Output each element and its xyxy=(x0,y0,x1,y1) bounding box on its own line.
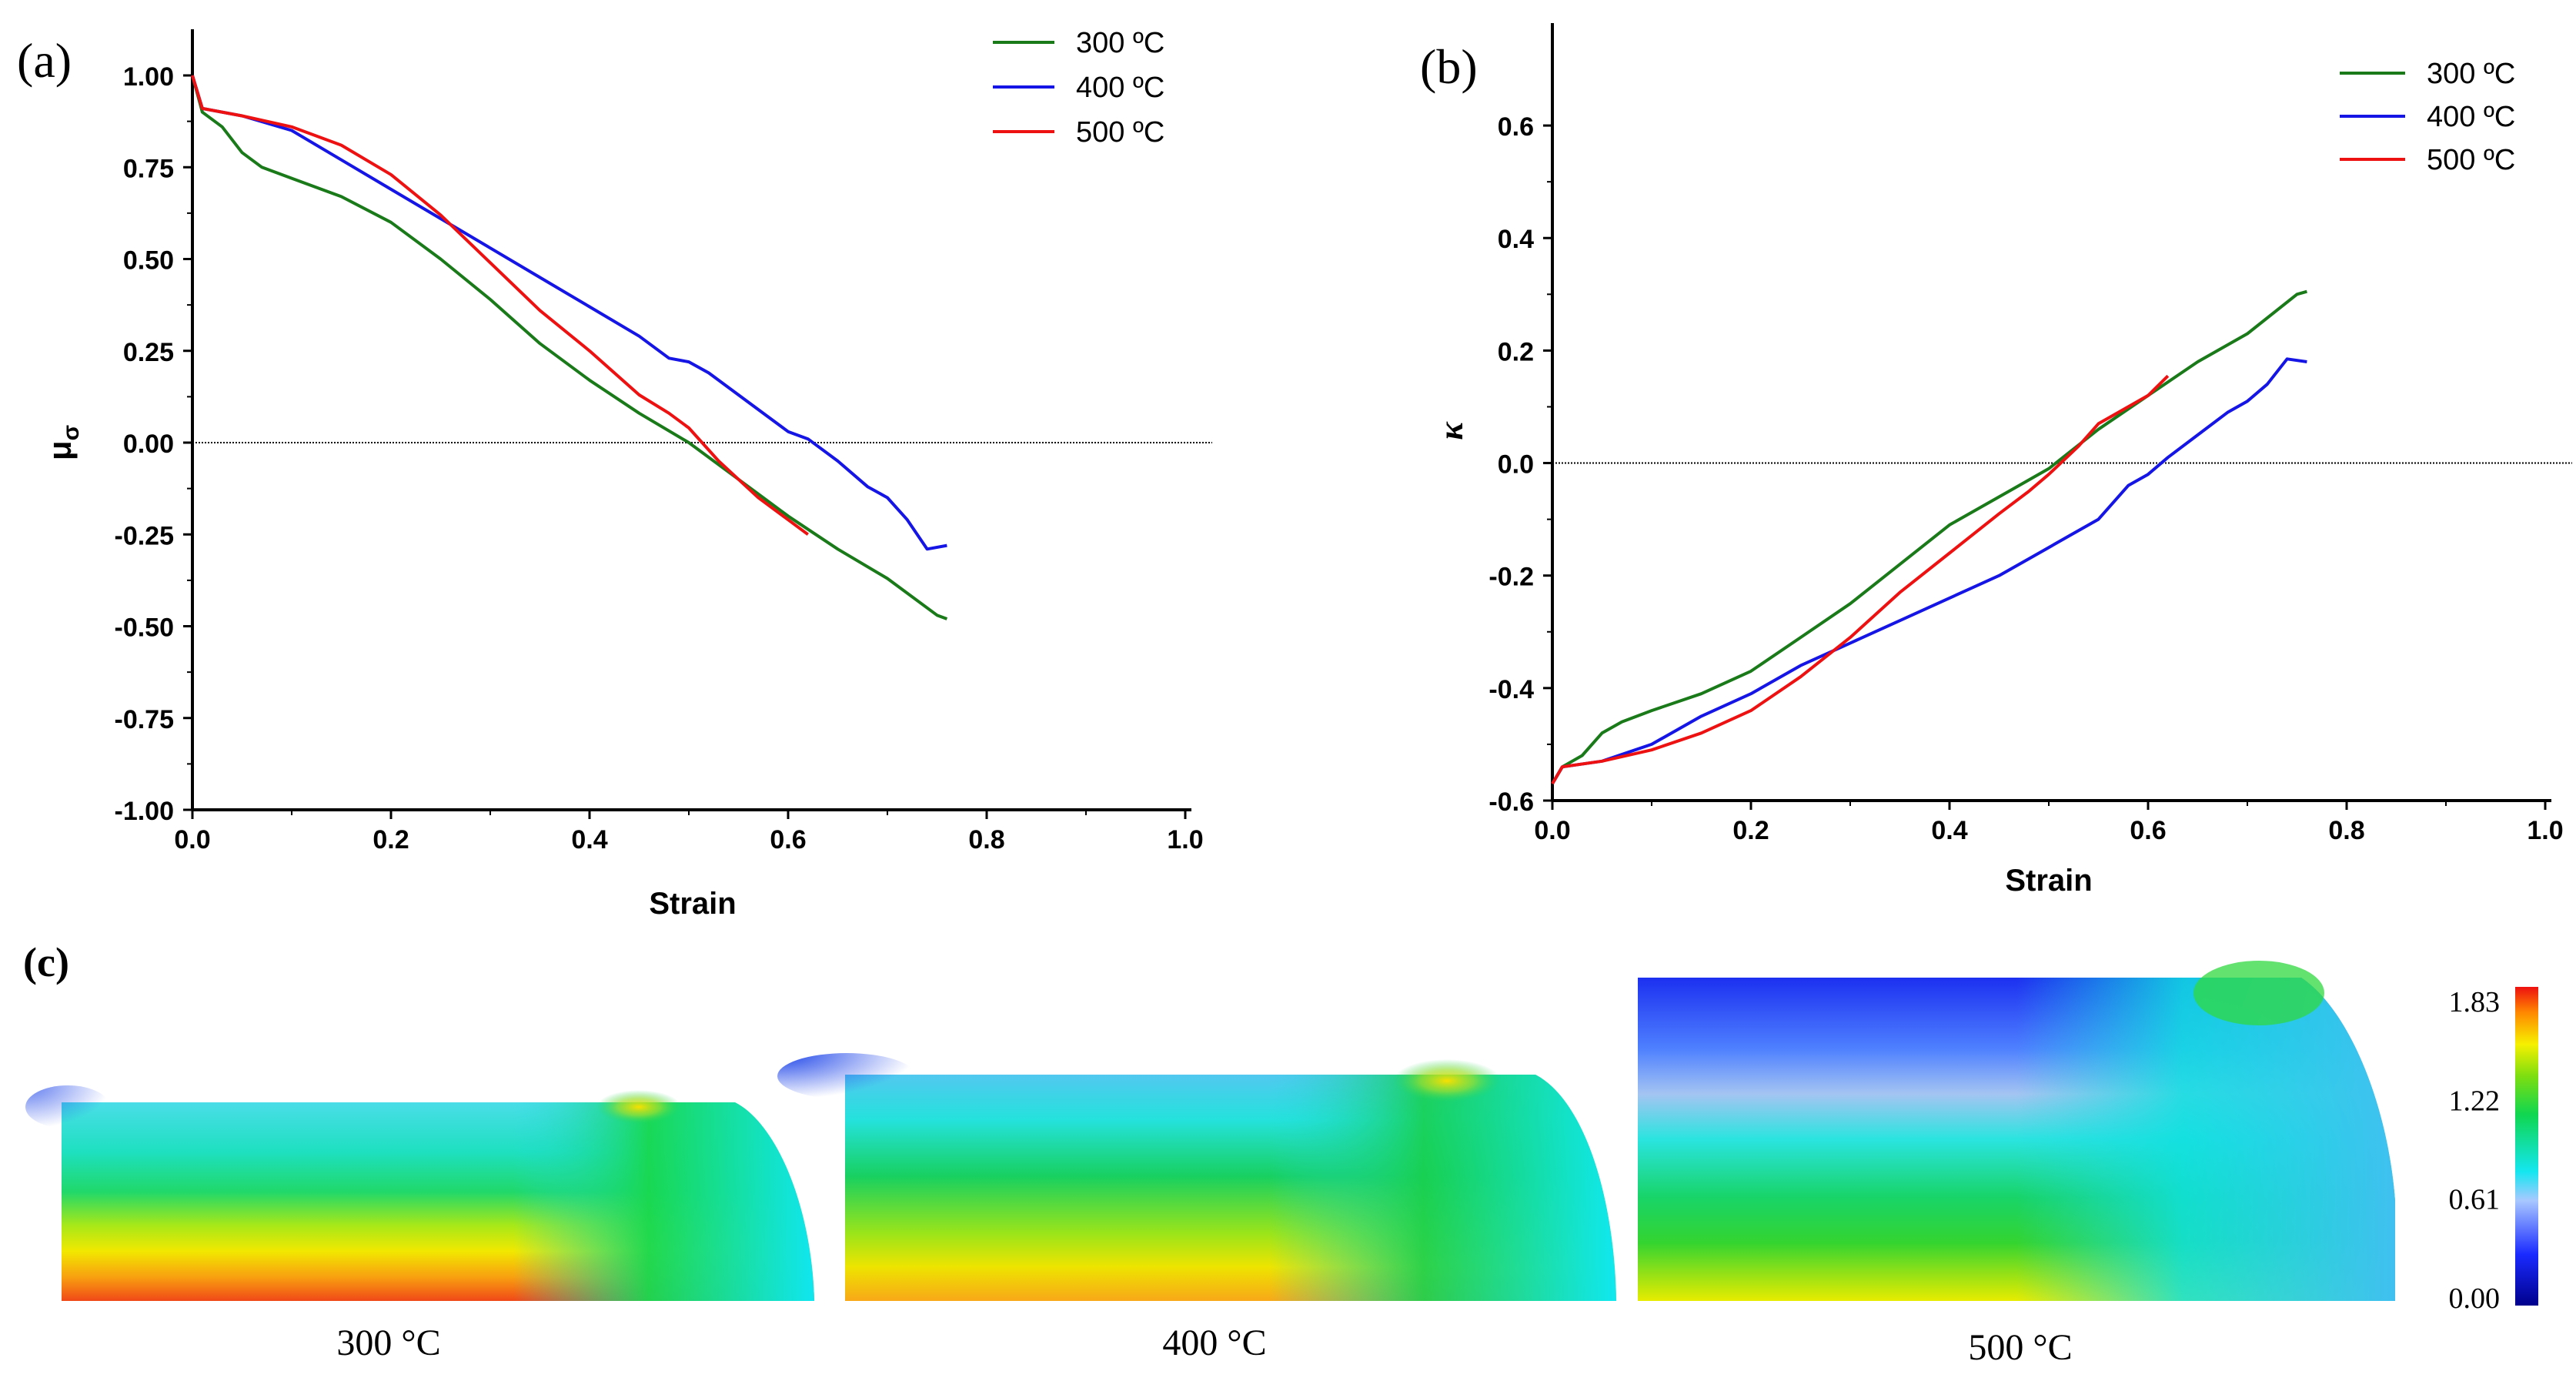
chart-b-series-400 xyxy=(1551,357,2307,785)
chart-b-y-axis-label: κ xyxy=(1432,421,1470,440)
chart-b-y-tick-label: 0.2 xyxy=(1498,337,1534,366)
chart-a-legend-label-400: 400 ºC xyxy=(1076,72,1164,104)
colorbar-labels: 1.83 1.22 0.61 0.00 xyxy=(2449,986,2501,1315)
chart-a-x-axis-label: Strain xyxy=(649,887,736,921)
chart-b-y-tick-label: -0.4 xyxy=(1488,675,1534,704)
chart-a-x-tick-label: 0.2 xyxy=(373,825,409,854)
chart-a-x-tick-label: 1.0 xyxy=(1167,825,1203,854)
chart-b-x-tick-labels: 0.0 0.2 0.4 0.6 0.8 1.0 xyxy=(1534,816,2563,845)
chart-b-x-tick-label: 0.0 xyxy=(1534,816,1570,845)
colorbar-gradient xyxy=(2515,987,2538,1306)
chart-b-x-tick-label: 0.8 xyxy=(2328,816,2364,845)
chart-a-series-500 xyxy=(191,75,809,536)
chart-c: (c) 300 °C 400 °C 500 °C 1.83 1.22 xyxy=(23,939,2538,1368)
panel-label-b: (b) xyxy=(1420,39,1478,94)
colorbar-tick-label: 0.00 xyxy=(2449,1282,2501,1315)
chart-b-series xyxy=(1551,289,2307,785)
chart-a-y-tick-label: 1.00 xyxy=(123,62,174,92)
chart-a-y-tick-labels: 1.00 0.75 0.50 0.25 0.00 -0.25 -0.50 -0.75 -1.00 xyxy=(115,62,175,826)
chart-b-series-500 xyxy=(1551,374,2170,785)
contour-400-label: 400 °C xyxy=(1162,1322,1266,1363)
chart-a: (a) 1.00 0.75 0.50 0.25 0.00 -0.25 -0.50 -0.75 -… xyxy=(17,27,1212,921)
chart-a-y-tick-label: -1.00 xyxy=(115,797,175,826)
chart-a-y-tick-label: -0.50 xyxy=(115,614,175,643)
chart-b-axes xyxy=(1543,23,2551,810)
chart-a-y-label-sub: σ xyxy=(58,425,84,441)
contour-300-label: 300 °C xyxy=(336,1322,440,1363)
colorbar-tick-label: 0.61 xyxy=(2449,1184,2501,1216)
panel-label-a: (a) xyxy=(17,33,72,88)
chart-b-x-tick-label: 0.2 xyxy=(1732,816,1769,845)
contour-400: 400 °C xyxy=(777,1053,1616,1363)
chart-a-y-tick-label: -0.75 xyxy=(115,705,175,734)
chart-a-legend-label-300: 300 ºC xyxy=(1076,27,1164,59)
chart-a-x-tick-labels: 0.0 0.2 0.4 0.6 0.8 1.0 xyxy=(174,825,1203,854)
chart-b-y-tick-labels: 0.6 0.4 0.2 0.0 -0.2 -0.4 -0.6 xyxy=(1488,112,1534,817)
colorbar-tick-label: 1.22 xyxy=(2449,1085,2501,1117)
chart-b-y-tick-label: 0.0 xyxy=(1498,450,1534,480)
chart-a-y-tick-label: 0.75 xyxy=(123,154,174,183)
contour-300: 300 °C xyxy=(25,1085,814,1363)
chart-b-y-tick-label: 0.4 xyxy=(1498,225,1534,254)
chart-a-y-axis-label: μσ xyxy=(42,425,84,460)
colorbar: 1.83 1.22 0.61 0.00 xyxy=(2449,986,2538,1315)
contour-500-label: 500 °C xyxy=(1968,1327,2072,1368)
chart-b-y-tick-label: -0.2 xyxy=(1488,563,1534,592)
chart-a-x-tick-label: 0.0 xyxy=(174,825,210,854)
chart-b-series-300 xyxy=(1551,289,2307,785)
chart-a-axes xyxy=(183,29,1191,819)
chart-b-x-tick-label: 0.4 xyxy=(1931,816,1967,845)
svg-text:μσ: μσ xyxy=(42,425,84,460)
chart-a-x-tick-label: 0.6 xyxy=(770,825,806,854)
colorbar-tick-label: 1.83 xyxy=(2449,986,2501,1018)
chart-a-legend-label-500: 500 ºC xyxy=(1076,116,1164,149)
chart-b-x-tick-label: 1.0 xyxy=(2527,816,2563,845)
chart-a-y-label-main: μ xyxy=(42,440,78,460)
chart-b-legend-label-300: 300 ºC xyxy=(2427,58,2515,90)
chart-a-series xyxy=(191,75,948,620)
chart-b-x-tick-label: 0.6 xyxy=(2130,816,2166,845)
chart-a-series-400 xyxy=(191,75,947,551)
chart-b-legend-label-400: 400 ºC xyxy=(2427,101,2515,133)
chart-b-legend-label-500: 500 ºC xyxy=(2427,144,2515,176)
chart-a-y-tick-label: 0.50 xyxy=(123,246,174,276)
chart-a-y-tick-label: 0.00 xyxy=(123,430,174,459)
panel-label-c: (c) xyxy=(23,939,69,985)
chart-b-y-tick-label: 0.6 xyxy=(1498,112,1534,142)
chart-a-y-tick-label: 0.25 xyxy=(123,338,174,367)
chart-a-series-300 xyxy=(191,75,948,620)
chart-b-legend: 300 ºC 400 ºC 500 ºC xyxy=(2340,58,2515,176)
chart-b: (b) 0.60.40.20.0-0.2-0.4-0.6 0.0 0.2 0.4 0.… xyxy=(1420,23,2572,898)
chart-b-x-axis-label: Strain xyxy=(2005,864,2092,898)
chart-a-legend: 300 ºC 400 ºC 500 ºC xyxy=(993,27,1164,149)
contour-500: 500 °C xyxy=(1638,961,2395,1368)
chart-b-y-tick-label: -0.6 xyxy=(1488,787,1534,817)
chart-a-x-tick-label: 0.4 xyxy=(571,825,607,854)
chart-a-x-tick-label: 0.8 xyxy=(968,825,1004,854)
chart-a-y-tick-label: -0.25 xyxy=(115,521,175,550)
